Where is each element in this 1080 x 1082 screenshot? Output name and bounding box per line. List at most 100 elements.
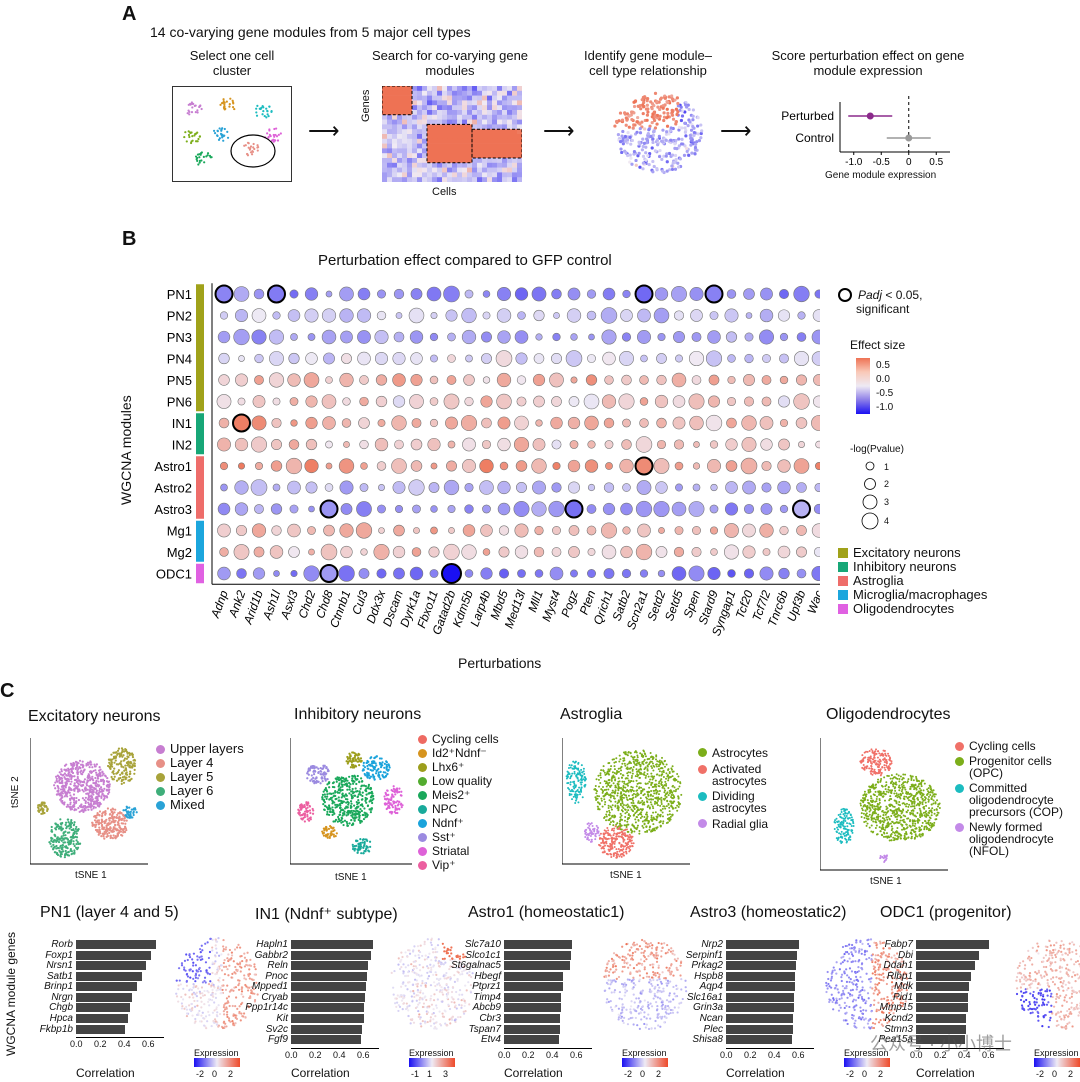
effect-dot bbox=[551, 288, 562, 300]
cell-point bbox=[658, 107, 662, 112]
heatmap-cell bbox=[427, 86, 433, 92]
inhibitory-legend: Cycling cells Id2⁺Ndnf⁻ Lhx6⁺ Low qualit… bbox=[418, 732, 499, 872]
effect-dot bbox=[430, 312, 438, 319]
heatmap-cell bbox=[447, 138, 453, 144]
cell-point bbox=[94, 776, 97, 780]
cell-point bbox=[340, 796, 343, 799]
cell-point bbox=[78, 779, 81, 782]
effect-dot bbox=[238, 462, 245, 470]
cell-point bbox=[642, 100, 646, 105]
cell-point bbox=[67, 780, 71, 783]
heatmap-cell bbox=[517, 100, 522, 106]
cell-point bbox=[335, 778, 338, 781]
cell-point bbox=[357, 756, 360, 760]
cell-point bbox=[638, 131, 643, 135]
cell-point bbox=[394, 793, 397, 796]
cell-point bbox=[79, 766, 82, 769]
cell-point bbox=[361, 813, 364, 817]
cell-point bbox=[119, 762, 122, 765]
cell-point bbox=[83, 778, 87, 781]
cell-point bbox=[658, 759, 661, 762]
heatmap-cell bbox=[412, 124, 418, 130]
cell-point bbox=[628, 760, 631, 763]
module-score-tsne bbox=[613, 91, 704, 175]
heatmap-cell bbox=[512, 90, 518, 96]
effect-dot bbox=[325, 290, 333, 298]
cell-point bbox=[187, 109, 190, 112]
cell-point bbox=[632, 152, 636, 156]
cell-point bbox=[664, 138, 668, 142]
cell-point bbox=[353, 819, 356, 822]
heatmap-cell bbox=[477, 129, 483, 135]
cell-point bbox=[109, 808, 113, 811]
effect-dot bbox=[234, 308, 249, 323]
heatmap-cell bbox=[397, 95, 403, 101]
heatmap-cell bbox=[517, 119, 522, 125]
effect-dot bbox=[356, 501, 372, 517]
heatmap-cell bbox=[477, 148, 483, 154]
cell-point bbox=[341, 788, 344, 792]
effect-dot bbox=[584, 415, 599, 431]
size-tick-1: 2 bbox=[884, 479, 890, 489]
cell-point bbox=[627, 125, 631, 129]
cell-point bbox=[602, 847, 605, 850]
effect-dot bbox=[377, 419, 386, 427]
heatmap-cell bbox=[417, 167, 423, 173]
cell-point bbox=[326, 810, 329, 813]
cell-point bbox=[661, 770, 664, 773]
cell-point bbox=[627, 762, 630, 765]
effect-dot bbox=[497, 480, 511, 495]
cell-point bbox=[637, 818, 640, 821]
cell-point bbox=[309, 779, 312, 782]
cell-point bbox=[668, 775, 671, 778]
forest-tick-label: 0 bbox=[906, 157, 912, 168]
effect-dot bbox=[408, 479, 425, 496]
effect-dot bbox=[499, 461, 509, 471]
heatmap-cell bbox=[517, 158, 522, 164]
cell-point bbox=[301, 818, 304, 821]
effect-dot bbox=[727, 354, 736, 363]
heatmap-cell bbox=[462, 124, 468, 130]
cell-point bbox=[605, 819, 608, 822]
cell-point bbox=[677, 787, 680, 790]
cell-point bbox=[125, 757, 129, 760]
cell-point bbox=[322, 798, 326, 801]
cell-point bbox=[108, 783, 111, 786]
effect-dot bbox=[815, 440, 820, 449]
heatmap-cell bbox=[497, 162, 503, 168]
effect-dot bbox=[813, 503, 820, 515]
heatmap-cell bbox=[492, 167, 498, 173]
heatmap-cell bbox=[437, 162, 443, 168]
heatmap-cell bbox=[382, 153, 388, 159]
cell-point bbox=[91, 788, 94, 791]
effect-dot bbox=[429, 418, 439, 428]
heatmap-cell bbox=[412, 119, 418, 125]
heatmap-cell bbox=[502, 86, 508, 92]
effect-dot bbox=[251, 523, 267, 538]
effect-dot bbox=[339, 523, 354, 538]
effect-dot bbox=[564, 499, 584, 519]
cell-point bbox=[270, 139, 274, 142]
effect-dot bbox=[742, 480, 756, 495]
cell-point bbox=[122, 827, 126, 831]
heatmap-cell bbox=[507, 119, 513, 125]
cell-point bbox=[99, 768, 102, 771]
heatmap-cell bbox=[427, 114, 433, 120]
heatmap-cell bbox=[427, 100, 433, 106]
cell-point bbox=[89, 802, 93, 805]
effect-dot bbox=[270, 460, 283, 472]
cell-point bbox=[183, 135, 186, 139]
cell-point bbox=[608, 770, 611, 773]
cell-point bbox=[605, 785, 608, 788]
module-label: IN1 bbox=[172, 416, 192, 431]
effect-dot bbox=[568, 546, 580, 558]
cell-point bbox=[631, 774, 634, 777]
cell-point bbox=[618, 760, 621, 763]
heatmap-cell bbox=[382, 100, 388, 106]
cell-point bbox=[396, 811, 399, 815]
cell-point bbox=[84, 796, 87, 799]
cell-point bbox=[634, 793, 637, 796]
heatmap-cell bbox=[487, 100, 493, 106]
cell-point bbox=[612, 820, 615, 823]
effect-dot bbox=[443, 285, 460, 303]
